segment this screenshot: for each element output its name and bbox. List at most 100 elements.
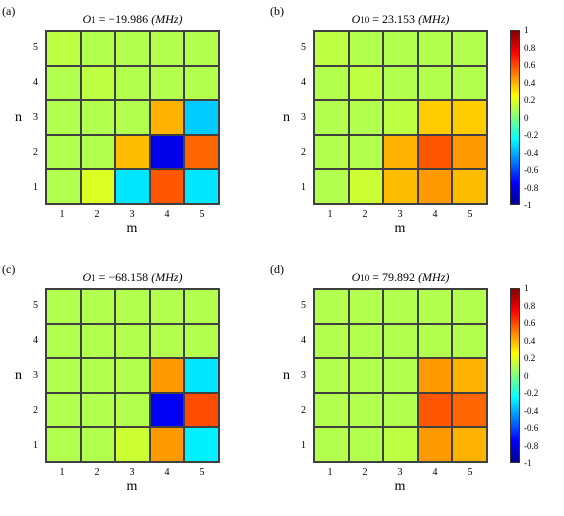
- cell: [418, 358, 453, 393]
- cell: [452, 66, 487, 101]
- cell: [314, 427, 349, 462]
- cell: [46, 427, 81, 462]
- cell: [383, 31, 418, 66]
- colorbar-tick: -0.6: [524, 423, 538, 433]
- cell: [383, 66, 418, 101]
- xtick: 2: [95, 209, 100, 220]
- cell: [383, 289, 418, 324]
- cell: [184, 66, 219, 101]
- cell: [314, 135, 349, 170]
- ytick: 5: [301, 300, 306, 311]
- cell: [81, 393, 116, 428]
- ytick: 3: [33, 370, 38, 381]
- colorbar-tick: -1: [524, 458, 532, 468]
- colorbar-tick: 0.6: [524, 60, 535, 70]
- cell: [314, 358, 349, 393]
- cell: [184, 427, 219, 462]
- xtick: 5: [200, 209, 205, 220]
- cell: [150, 135, 185, 170]
- cell: [184, 324, 219, 359]
- ytick: 3: [301, 370, 306, 381]
- cell: [349, 289, 384, 324]
- heatmap-d: [313, 288, 488, 463]
- cell: [418, 135, 453, 170]
- cell: [81, 289, 116, 324]
- xtick: 5: [468, 209, 473, 220]
- colorbar-tick: -0.4: [524, 406, 538, 416]
- cell: [150, 393, 185, 428]
- colorbar-tick: 0.6: [524, 318, 535, 328]
- ytick: 5: [33, 42, 38, 53]
- cell: [452, 135, 487, 170]
- colorbar-tick: -0.8: [524, 183, 538, 193]
- xtick: 3: [130, 467, 135, 478]
- colorbar-d: [510, 288, 520, 463]
- cell: [349, 358, 384, 393]
- ylabel: n: [15, 110, 22, 126]
- cell: [383, 100, 418, 135]
- cell: [349, 66, 384, 101]
- cell: [452, 289, 487, 324]
- cell: [349, 100, 384, 135]
- panel-label-a: (a): [2, 4, 15, 19]
- cell: [184, 100, 219, 135]
- cell: [150, 324, 185, 359]
- ytick: 5: [33, 300, 38, 311]
- cell: [314, 289, 349, 324]
- xtick: 4: [433, 209, 438, 220]
- cell: [314, 100, 349, 135]
- cell: [81, 169, 116, 204]
- panel-title-d: O10 = 79.892 (MHz): [352, 270, 450, 285]
- cell: [418, 289, 453, 324]
- cell: [452, 100, 487, 135]
- cell: [452, 169, 487, 204]
- colorbar-tick: 1: [524, 283, 529, 293]
- xtick: 1: [60, 209, 65, 220]
- cell: [184, 393, 219, 428]
- cell: [349, 135, 384, 170]
- panel-label-c: (c): [2, 262, 15, 277]
- heatmap-c: [45, 288, 220, 463]
- xtick: 4: [433, 467, 438, 478]
- colorbar-tick: 0: [524, 113, 529, 123]
- cell: [81, 427, 116, 462]
- cell: [452, 324, 487, 359]
- cell: [452, 427, 487, 462]
- cell: [418, 66, 453, 101]
- ylabel: n: [15, 368, 22, 384]
- cell: [115, 427, 150, 462]
- cell: [349, 427, 384, 462]
- cell: [184, 358, 219, 393]
- cell: [46, 169, 81, 204]
- cell: [418, 427, 453, 462]
- cell: [115, 100, 150, 135]
- colorbar-tick: 0.2: [524, 95, 535, 105]
- panel-title-c: O1 = −68.158 (MHz): [82, 270, 182, 285]
- xtick: 2: [363, 467, 368, 478]
- colorbar-tick: 0: [524, 371, 529, 381]
- cell: [150, 66, 185, 101]
- cell: [314, 324, 349, 359]
- xlabel: m: [127, 479, 138, 495]
- cell: [115, 324, 150, 359]
- xtick: 2: [95, 467, 100, 478]
- ytick: 1: [301, 182, 306, 193]
- cell: [383, 393, 418, 428]
- ylabel: n: [283, 368, 290, 384]
- ytick: 1: [33, 182, 38, 193]
- cell: [46, 358, 81, 393]
- colorbar-tick: 0.4: [524, 78, 535, 88]
- cell: [452, 31, 487, 66]
- cell: [349, 169, 384, 204]
- cell: [314, 31, 349, 66]
- cell: [115, 135, 150, 170]
- xlabel: m: [395, 479, 406, 495]
- ytick: 3: [33, 112, 38, 123]
- panel-label-b: (b): [270, 4, 284, 19]
- cell: [81, 324, 116, 359]
- colorbar-tick: -0.2: [524, 130, 538, 140]
- colorbar-b: [510, 30, 520, 205]
- xlabel: m: [395, 221, 406, 237]
- cell: [418, 31, 453, 66]
- cell: [184, 31, 219, 66]
